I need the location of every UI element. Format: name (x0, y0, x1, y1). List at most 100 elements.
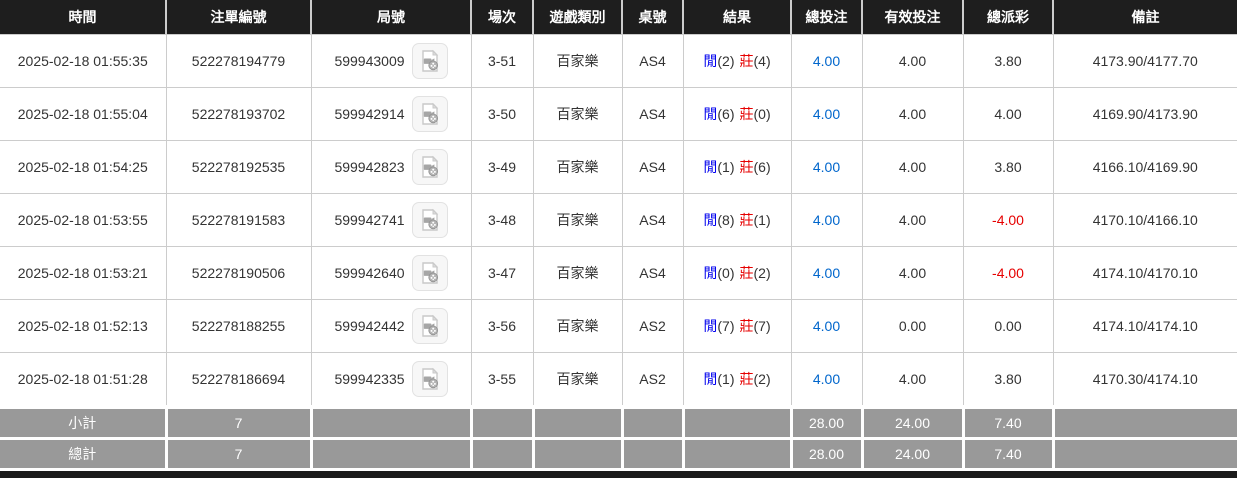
remark: 4174.10/4174.10 (1052, 299, 1237, 353)
subtotal-empty-result (681, 405, 793, 440)
col-header-bet-id: 注單編號 (166, 0, 312, 35)
video-replay-button[interactable] (411, 43, 448, 79)
player-result-points: (2) (717, 53, 735, 69)
banker-result-label: 莊 (739, 106, 754, 122)
round-id: 599942914 (334, 106, 405, 122)
table-body: 2025-02-18 01:55:35 522278194779 5999430… (0, 34, 1237, 408)
bet-id: 522278194779 (165, 34, 312, 88)
total-empty-remark (1051, 437, 1237, 471)
table-row: 2025-02-18 01:53:21 522278190506 5999426… (0, 246, 1237, 300)
bet-id: 522278186694 (165, 352, 312, 408)
banker-result-label: 莊 (739, 318, 754, 334)
total-empty-table (620, 437, 685, 471)
subtotal-empty-game (531, 405, 624, 440)
player-result-label: 閒 (703, 106, 718, 122)
video-file-icon (418, 261, 442, 285)
round-cell: 599942914 (310, 87, 472, 141)
total-payout: -4.00 (962, 193, 1054, 247)
result-cell: 閒(0) 莊(2) (682, 246, 792, 300)
video-replay-button[interactable] (411, 255, 448, 291)
total-row: 總計 7 28.00 24.00 7.40 (0, 437, 1237, 471)
col-header-game-type: 遊戲類別 (533, 0, 623, 35)
table-number: AS4 (621, 140, 684, 194)
table-number: AS2 (621, 352, 684, 408)
player-result-points: (7) (717, 318, 735, 334)
col-header-result: 結果 (683, 0, 792, 35)
round-id: 599942741 (334, 212, 405, 228)
valid-bet: 4.00 (861, 193, 964, 247)
col-header-valid-bet: 有效投注 (862, 0, 964, 35)
video-replay-button[interactable] (411, 96, 448, 132)
table-row: 2025-02-18 01:52:13 522278188255 5999424… (0, 299, 1237, 353)
table-row: 2025-02-18 01:51:28 522278186694 5999423… (0, 352, 1237, 408)
total-bet: 4.00 (790, 87, 863, 141)
video-file-icon (418, 102, 442, 126)
game-type: 百家樂 (532, 299, 623, 353)
player-result-label: 閒 (703, 371, 718, 387)
table-row: 2025-02-18 01:54:25 522278192535 5999428… (0, 140, 1237, 194)
remark: 4173.90/4177.70 (1052, 34, 1237, 88)
table-row: 2025-02-18 01:55:04 522278193702 5999429… (0, 87, 1237, 141)
valid-bet: 0.00 (861, 299, 964, 353)
banker-result-points: (2) (753, 371, 771, 387)
valid-bet: 4.00 (861, 34, 964, 88)
total-label: 總計 (0, 437, 168, 471)
round-cell: 599942335 (310, 352, 472, 408)
table-summary: 小計 7 28.00 24.00 7.40 總計 7 28.0 (0, 405, 1237, 471)
banker-result-label: 莊 (739, 212, 754, 228)
player-result-points: (6) (717, 106, 735, 122)
game-type: 百家樂 (532, 87, 623, 141)
total-total-bet: 28.00 (789, 437, 864, 471)
video-replay-button[interactable] (411, 361, 448, 397)
round-id: 599943009 (334, 53, 405, 69)
total-empty-round (309, 437, 473, 471)
round-id: 599942335 (334, 371, 405, 387)
banker-result-points: (1) (753, 212, 771, 228)
session: 3-49 (470, 140, 534, 194)
video-replay-button[interactable] (411, 202, 448, 238)
total-bet: 4.00 (790, 140, 863, 194)
valid-bet: 4.00 (861, 352, 964, 408)
total-payout: 4.00 (962, 87, 1054, 141)
bet-time: 2025-02-18 01:54:25 (0, 140, 167, 194)
total-bet: 4.00 (790, 352, 863, 408)
banker-result-points: (6) (753, 159, 771, 175)
video-replay-button[interactable] (411, 149, 448, 185)
subtotal-total-bet: 28.00 (789, 405, 864, 440)
round-id: 599942442 (334, 318, 405, 334)
subtotal-empty-round (309, 405, 473, 440)
round-cell: 599942442 (310, 299, 472, 353)
banker-result-points: (0) (753, 106, 771, 122)
total-bet: 4.00 (790, 299, 863, 353)
result-cell: 閒(7) 莊(7) (682, 299, 792, 353)
banker-result-label: 莊 (739, 265, 754, 281)
subtotal-empty-session (469, 405, 535, 440)
player-result-label: 閒 (703, 265, 718, 281)
session: 3-48 (470, 193, 534, 247)
subtotal-label: 小計 (0, 405, 168, 440)
col-header-remark: 備註 (1053, 0, 1237, 35)
video-file-icon (418, 49, 442, 73)
subtotal-empty-remark (1051, 405, 1237, 440)
remark: 4169.90/4173.90 (1052, 87, 1237, 141)
video-file-icon (418, 314, 442, 338)
table-number: AS2 (621, 299, 684, 353)
subtotal-row: 小計 7 28.00 24.00 7.40 (0, 405, 1237, 440)
game-type: 百家樂 (532, 352, 623, 408)
session: 3-50 (470, 87, 534, 141)
total-empty-result (681, 437, 793, 471)
video-replay-button[interactable] (411, 308, 448, 344)
total-bet: 4.00 (790, 34, 863, 88)
total-payout: 3.80 (962, 34, 1054, 88)
bet-id: 522278192535 (165, 140, 312, 194)
total-payout: 3.80 (962, 352, 1054, 408)
bet-time: 2025-02-18 01:52:13 (0, 299, 167, 353)
col-header-table-no: 桌號 (622, 0, 684, 35)
table-number: AS4 (621, 87, 684, 141)
table-row: 2025-02-18 01:53:55 522278191583 5999427… (0, 193, 1237, 247)
total-payout: -4.00 (962, 246, 1054, 300)
session: 3-47 (470, 246, 534, 300)
col-header-total-bet: 總投注 (791, 0, 863, 35)
video-file-icon (418, 208, 442, 232)
